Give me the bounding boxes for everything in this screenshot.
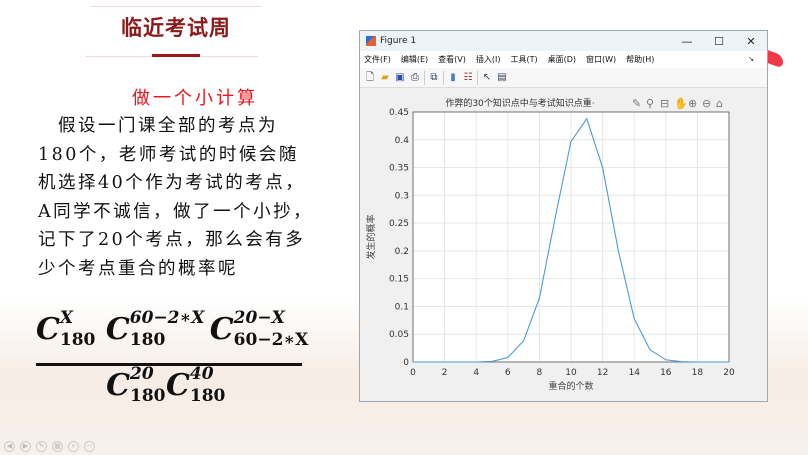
series-line: [413, 117, 729, 363]
y-tick-label: 0.45: [389, 108, 409, 118]
maximize-button[interactable]: ☐: [714, 34, 724, 48]
y-tick-label: 0: [403, 358, 409, 368]
restore-icon[interactable]: ⊟: [660, 97, 669, 110]
separator: [424, 70, 425, 85]
plot-area: 0 2 4 6 8 10 12 14 16 18 20 0 0.05 0.1 0.15 0.2 0.25 0.3 0…: [365, 97, 735, 392]
minimize-button[interactable]: —: [681, 34, 693, 48]
x-tick-label: 12: [597, 368, 608, 378]
slideshow-nav: ◀ ▶ ✎ ▦ ⌕ −: [4, 441, 95, 452]
problem-text: 假设一门课全部的考点为 180个，老师考试的时候会随 机选择40个作为考试的考点…: [38, 112, 348, 283]
y-tick-label: 0.35: [389, 164, 409, 174]
pan-icon[interactable]: ✋: [674, 97, 688, 110]
x-tick-label: 2: [442, 368, 448, 378]
print-icon[interactable]: ⎙: [411, 71, 419, 83]
menu-tools[interactable]: 工具(T): [510, 55, 538, 64]
save-icon[interactable]: ▣: [395, 71, 405, 83]
y-tick-label: 0.1: [395, 302, 409, 312]
figure-toolbar: 🗋 ▰ ▣ ⎙ ⧉ ▮ ☷ ↖ ▤: [360, 68, 767, 88]
text-line: A同学不诚信，做了一个小抄，: [38, 201, 314, 222]
axes-box: [412, 111, 730, 363]
export-icon[interactable]: ⧉: [430, 71, 438, 83]
menu-window[interactable]: 窗口(W): [586, 55, 617, 64]
x-tick-label: 8: [537, 368, 543, 378]
separator: [477, 70, 478, 85]
text-line: 少个考点重合的概率呢: [38, 258, 238, 279]
zoom-out-icon[interactable]: ⊖: [702, 97, 711, 110]
combination: C X 180: [36, 308, 96, 350]
title-bar: Figure 1 — ☐ ✕: [360, 31, 767, 51]
close-button[interactable]: ✕: [746, 34, 756, 48]
x-tick-label: 14: [628, 368, 640, 378]
x-tick-label: 18: [692, 368, 704, 378]
menu-view[interactable]: 查看(V): [438, 55, 466, 64]
combination: C 60−2∗X 180: [105, 308, 205, 350]
title-underline: [152, 54, 200, 57]
legend-icon[interactable]: ☷: [463, 71, 473, 83]
x-tick-label: 20: [723, 368, 735, 378]
colorbar-icon[interactable]: ▮: [450, 71, 456, 83]
window-title: Figure 1: [380, 36, 417, 46]
slides-icon[interactable]: ▦: [52, 441, 63, 452]
slide-subtitle: 做一个小计算: [132, 88, 258, 109]
combination: C 20−X 60−2∗X: [209, 308, 309, 350]
brush-icon[interactable]: ✎: [632, 97, 641, 110]
x-tick-label: 4: [473, 368, 479, 378]
menu-desktop[interactable]: 桌面(D): [547, 55, 577, 64]
matlab-logo-icon: [366, 36, 376, 46]
text-line: 记下了20个考点，那么会有多: [38, 230, 306, 250]
y-tick-label: 0.3: [395, 191, 409, 201]
formula-denominator: C 20 180 C 40 180: [36, 364, 302, 406]
menu-edit[interactable]: 编辑(E): [400, 55, 429, 64]
y-tick-label: 0.2: [395, 247, 409, 257]
slide-title: 临近考试周: [121, 16, 231, 40]
pen-icon[interactable]: ✎: [36, 441, 47, 452]
combination: C 20 180: [106, 364, 166, 406]
y-tick-label: 0.15: [389, 275, 409, 285]
probability-formula: C X 180 C 60−2∗X 180 C 20−X 60−2∗X C 20 180 C 40 180: [36, 308, 309, 406]
x-tick-label: 0: [410, 368, 416, 378]
figure-window: Figure 1 — ☐ ✕ 文件(F) 编辑(E) 查看(V) 插入(I) 工…: [359, 30, 768, 402]
y-tick-label: 0.25: [389, 219, 409, 229]
fraction-bar: [36, 363, 302, 366]
minus-icon[interactable]: −: [84, 441, 95, 452]
datatip-icon[interactable]: ⚲: [646, 97, 654, 110]
property-inspector-icon[interactable]: ▤: [497, 71, 507, 83]
y-tick-label: 0.05: [389, 330, 409, 340]
separator: [443, 70, 444, 85]
next-icon[interactable]: ▶: [20, 441, 31, 452]
prev-icon[interactable]: ◀: [4, 441, 15, 452]
zoom-icon[interactable]: ⌕: [68, 441, 79, 452]
new-icon[interactable]: 🗋: [365, 71, 375, 83]
x-tick-label: 6: [505, 368, 511, 378]
divider: [90, 6, 262, 7]
menu-insert[interactable]: 插入(I): [475, 55, 501, 64]
y-tick-label: 0.4: [395, 136, 410, 146]
menu-help[interactable]: 帮助(H): [626, 55, 655, 64]
pointer-icon[interactable]: ↖: [482, 71, 492, 83]
text-line: 假设一门课全部的考点为: [38, 116, 278, 136]
chart-title: 作弊的30个知识点中与考试知识点重·: [445, 97, 594, 109]
y-axis-label: 发生的概率: [365, 214, 377, 259]
text-line: 机选择40个作为考试的考点，: [38, 173, 306, 193]
zoom-in-icon[interactable]: ⊕: [688, 97, 697, 110]
combination: C 40 180: [166, 364, 226, 406]
x-tick-label: 10: [565, 368, 577, 378]
menu-bar: 文件(F) 编辑(E) 查看(V) 插入(I) 工具(T) 桌面(D) 窗口(W…: [360, 51, 767, 68]
formula-numerator: C X 180 C 60−2∗X 180 C 20−X 60−2∗X: [36, 308, 309, 350]
x-axis-label: 重合的个数: [548, 380, 593, 392]
open-icon[interactable]: ▰: [381, 71, 389, 83]
menu-file[interactable]: 文件(F): [364, 55, 391, 64]
x-tick-label: 16: [660, 368, 672, 378]
home-icon[interactable]: ⌂: [716, 97, 723, 110]
dock-arrow-icon[interactable]: ↘: [748, 55, 754, 63]
text-line: 180个，老师考试的时候会随: [38, 144, 299, 165]
